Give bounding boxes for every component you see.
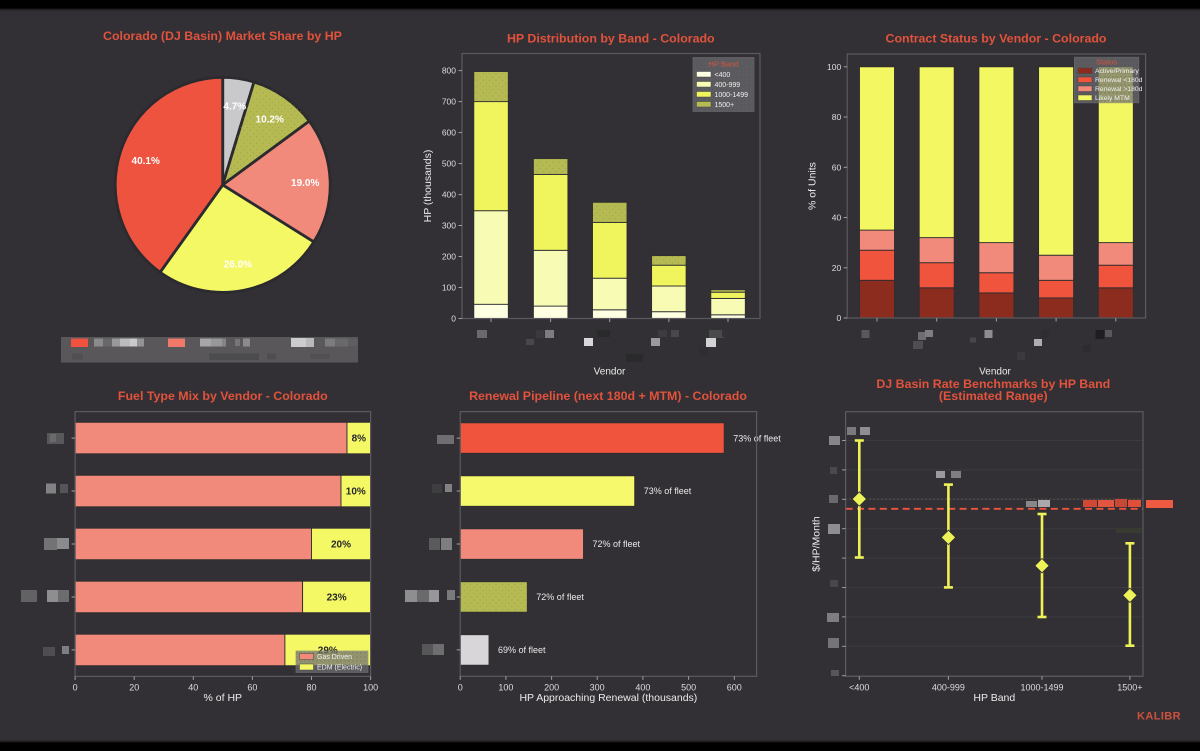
svg-text:1500+: 1500+: [715, 102, 735, 109]
svg-text:0: 0: [451, 314, 456, 324]
svg-text:73% of fleet: 73% of fleet: [644, 486, 692, 496]
svg-text:Likely MTM: Likely MTM: [1095, 95, 1130, 102]
svg-text:60: 60: [247, 682, 257, 692]
svg-text:Renewal Pipeline (next 180d +: Renewal Pipeline (next 180d + MTM) - Col…: [469, 389, 747, 403]
svg-text:400: 400: [635, 682, 650, 692]
svg-text:40: 40: [832, 213, 842, 223]
svg-text:300: 300: [590, 682, 605, 692]
svg-text:100: 100: [827, 62, 841, 72]
svg-text:Gas Driven: Gas Driven: [317, 654, 352, 661]
svg-text:300: 300: [442, 221, 456, 231]
svg-text:Renewal >180d: Renewal >180d: [1095, 86, 1143, 93]
svg-text:20%: 20%: [331, 539, 351, 550]
svg-text:Vendor: Vendor: [979, 367, 1011, 378]
svg-text:0: 0: [73, 682, 78, 692]
svg-text:23%: 23%: [327, 592, 347, 603]
svg-text:HP (thousands): HP (thousands): [422, 150, 434, 223]
svg-text:500: 500: [681, 682, 696, 692]
svg-text:100: 100: [442, 283, 456, 293]
svg-text:26.0%: 26.0%: [224, 259, 252, 270]
svg-text:40: 40: [188, 682, 198, 692]
svg-text:<400: <400: [849, 682, 869, 692]
svg-text:73% of fleet: 73% of fleet: [733, 433, 781, 443]
svg-text:KALIBR: KALIBR: [1137, 711, 1181, 723]
svg-text:200: 200: [442, 252, 456, 262]
svg-text:EDM (Electric): EDM (Electric): [317, 665, 362, 672]
svg-text:(Estimated Range): (Estimated Range): [939, 389, 1048, 403]
svg-text:20: 20: [129, 682, 139, 692]
svg-text:400-999: 400-999: [715, 82, 741, 89]
svg-text:100: 100: [363, 682, 378, 692]
svg-text:40.1%: 40.1%: [132, 156, 160, 167]
svg-text:Active/Primary: Active/Primary: [1095, 68, 1139, 75]
svg-text:60: 60: [832, 162, 842, 172]
svg-text:20: 20: [832, 263, 842, 273]
svg-text:Vendor: Vendor: [594, 367, 626, 378]
svg-text:600: 600: [727, 682, 742, 692]
svg-text:200: 200: [544, 682, 559, 692]
svg-text:0: 0: [836, 313, 841, 323]
svg-text:72% of fleet: 72% of fleet: [593, 539, 641, 549]
svg-text:10.2%: 10.2%: [256, 115, 284, 126]
svg-text:1000-1499: 1000-1499: [1020, 682, 1063, 692]
svg-text:1500+: 1500+: [1117, 682, 1142, 692]
svg-text:1000-1499: 1000-1499: [715, 92, 749, 99]
svg-text:8%: 8%: [352, 434, 367, 445]
svg-text:80: 80: [832, 112, 842, 122]
svg-text:Renewal <180d: Renewal <180d: [1095, 77, 1143, 84]
svg-text:400-999: 400-999: [932, 682, 965, 692]
svg-text:HP Band: HP Band: [709, 60, 739, 69]
svg-text:800: 800: [442, 66, 456, 76]
svg-text:HP Approaching Renewal (thousa: HP Approaching Renewal (thousands): [519, 692, 697, 704]
svg-text:% of Units: % of Units: [807, 162, 819, 210]
svg-text:69% of fleet: 69% of fleet: [498, 645, 546, 655]
svg-text:500: 500: [442, 159, 456, 169]
svg-text:100: 100: [498, 682, 513, 692]
svg-text:% of HP: % of HP: [204, 692, 243, 704]
svg-text:Status: Status: [1096, 58, 1118, 67]
svg-text:HP Band: HP Band: [973, 692, 1015, 704]
svg-text:HP Distribution by Band - Colo: HP Distribution by Band - Colorado: [507, 32, 715, 46]
svg-text:72% of fleet: 72% of fleet: [536, 592, 584, 602]
svg-text:DJ Basin Rate Benchmarks by HP: DJ Basin Rate Benchmarks by HP Band: [876, 377, 1110, 391]
svg-text:400: 400: [442, 190, 456, 200]
svg-text:4.7%: 4.7%: [223, 102, 246, 113]
svg-text:80: 80: [306, 682, 316, 692]
svg-text:0: 0: [458, 682, 463, 692]
svg-text:<400: <400: [715, 72, 731, 79]
svg-text:$/HP/Month: $/HP/Month: [811, 516, 823, 572]
svg-text:700: 700: [442, 97, 456, 107]
svg-text:Colorado (DJ Basin) Market Sha: Colorado (DJ Basin) Market Share by HP: [103, 29, 342, 43]
svg-text:19.0%: 19.0%: [291, 178, 319, 189]
svg-text:10%: 10%: [346, 486, 366, 497]
svg-text:Fuel Type Mix by Vendor - Colo: Fuel Type Mix by Vendor - Colorado: [118, 389, 328, 403]
svg-text:600: 600: [442, 128, 456, 138]
svg-text:Contract Status by Vendor - Co: Contract Status by Vendor - Colorado: [886, 32, 1107, 46]
